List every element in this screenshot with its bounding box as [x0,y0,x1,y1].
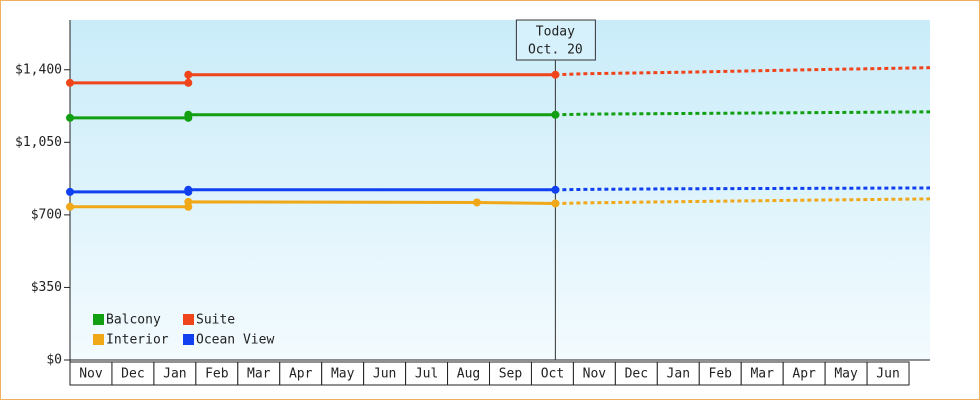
x-cell [866,361,910,386]
legend-swatch [183,314,194,325]
x-tick-label: May [331,367,355,382]
legend-label: Interior [106,333,169,348]
x-tick-label: Jan [163,367,186,382]
x-tick-label: Oct [541,367,564,382]
today-date: Oct. 20 [528,43,583,58]
x-tick-label: Feb [205,367,229,382]
x-tick-label: Dec [625,367,648,382]
point [66,113,74,122]
legend-swatch [93,314,104,325]
x-tick-label: Dec [121,367,144,382]
x-tick-label: Jul [415,367,438,382]
x-tick-label: Nov [79,367,103,382]
x-tick-label: Apr [289,367,313,382]
y-tick-label: $1,400 [15,62,62,77]
point [184,70,193,79]
legend-swatch [183,334,194,345]
forecast-line [555,110,931,117]
point [184,197,193,206]
point [66,187,74,196]
forecast-line [555,66,931,77]
x-tick-label: Jun [373,367,396,382]
point [184,110,193,119]
y-tick-label: $0 [46,353,62,368]
x-tick-label: Aug [457,367,480,382]
legend-label: Suite [196,313,235,328]
x-tick-label: Mar [750,367,774,382]
point [66,78,74,87]
x-tick-label: Feb [709,367,733,382]
forecast-line [555,197,931,205]
point [472,198,481,207]
x-tick-label: Sep [499,367,523,382]
forecast-line [555,186,931,192]
x-tick-label: Apr [792,367,816,382]
today-box [515,19,596,61]
point [551,185,560,194]
legend-swatch [93,334,104,345]
x-tick-label: Nov [583,367,607,382]
y-tick-label: $1,050 [15,135,62,150]
x-tick-label: Jan [667,367,690,382]
series-line [70,73,556,85]
legend-label: Ocean View [196,333,274,348]
point [184,78,193,87]
x-tick-label: Mar [247,367,271,382]
legend-label: Balcony [106,313,161,328]
y-tick-label: $700 [31,207,62,222]
point [184,185,193,194]
point [551,110,560,119]
point [551,70,560,79]
point [551,199,560,208]
y-tick-label: $350 [31,280,62,295]
x-tick-label: May [834,367,858,382]
point [66,202,74,211]
today-label: Today [536,25,575,40]
x-tick-label: Jun [876,367,899,382]
